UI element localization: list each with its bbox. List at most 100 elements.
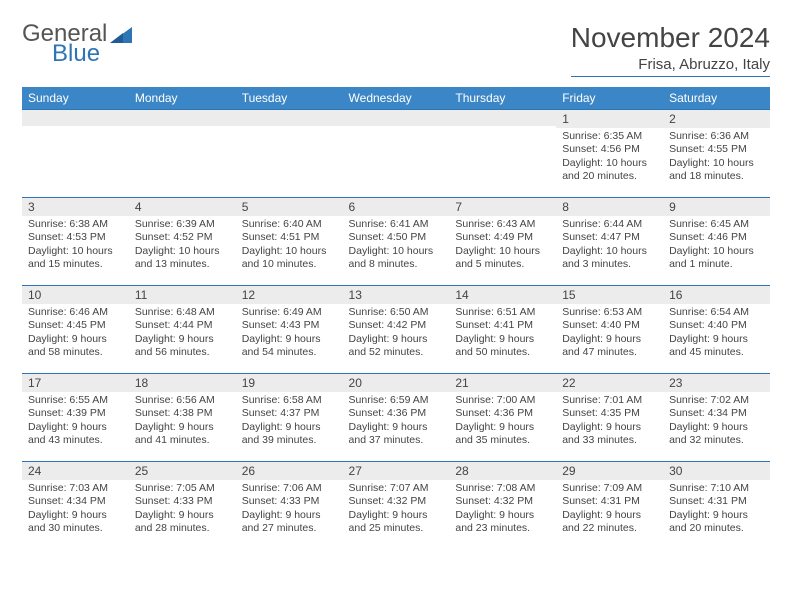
day-details: Sunrise: 6:55 AMSunset: 4:39 PMDaylight:… bbox=[22, 392, 129, 454]
calendar-cell: 25Sunrise: 7:05 AMSunset: 4:33 PMDayligh… bbox=[129, 462, 236, 550]
day-details: Sunrise: 7:07 AMSunset: 4:32 PMDaylight:… bbox=[343, 480, 450, 542]
day-number bbox=[129, 110, 236, 126]
day-number: 4 bbox=[129, 198, 236, 216]
calendar-cell: 12Sunrise: 6:49 AMSunset: 4:43 PMDayligh… bbox=[236, 286, 343, 374]
day-detail-line: and 3 minutes. bbox=[562, 258, 657, 271]
day-details bbox=[449, 126, 556, 134]
day-detail-line: Sunset: 4:31 PM bbox=[669, 495, 764, 508]
day-details: Sunrise: 7:10 AMSunset: 4:31 PMDaylight:… bbox=[663, 480, 770, 542]
page-title: November 2024 bbox=[571, 22, 770, 54]
day-number: 14 bbox=[449, 286, 556, 304]
day-details: Sunrise: 6:43 AMSunset: 4:49 PMDaylight:… bbox=[449, 216, 556, 278]
day-detail-line: and 39 minutes. bbox=[242, 434, 337, 447]
day-detail-line: Sunset: 4:47 PM bbox=[562, 231, 657, 244]
calendar-cell bbox=[449, 110, 556, 198]
day-detail-line: and 41 minutes. bbox=[135, 434, 230, 447]
day-number: 21 bbox=[449, 374, 556, 392]
calendar-cell: 27Sunrise: 7:07 AMSunset: 4:32 PMDayligh… bbox=[343, 462, 450, 550]
day-detail-line: Daylight: 10 hours bbox=[28, 245, 123, 258]
day-details: Sunrise: 7:06 AMSunset: 4:33 PMDaylight:… bbox=[236, 480, 343, 542]
day-details: Sunrise: 6:59 AMSunset: 4:36 PMDaylight:… bbox=[343, 392, 450, 454]
day-detail-line: Sunrise: 7:09 AM bbox=[562, 482, 657, 495]
page-subtitle: Frisa, Abruzzo, Italy bbox=[571, 56, 770, 77]
day-detail-line: Sunset: 4:52 PM bbox=[135, 231, 230, 244]
day-details: Sunrise: 7:03 AMSunset: 4:34 PMDaylight:… bbox=[22, 480, 129, 542]
day-detail-line: Daylight: 10 hours bbox=[562, 157, 657, 170]
calendar-cell: 15Sunrise: 6:53 AMSunset: 4:40 PMDayligh… bbox=[556, 286, 663, 374]
day-number: 27 bbox=[343, 462, 450, 480]
calendar-cell: 11Sunrise: 6:48 AMSunset: 4:44 PMDayligh… bbox=[129, 286, 236, 374]
day-detail-line: Daylight: 9 hours bbox=[135, 421, 230, 434]
calendar-cell: 13Sunrise: 6:50 AMSunset: 4:42 PMDayligh… bbox=[343, 286, 450, 374]
calendar-cell: 19Sunrise: 6:58 AMSunset: 4:37 PMDayligh… bbox=[236, 374, 343, 462]
day-detail-line: Sunset: 4:33 PM bbox=[135, 495, 230, 508]
day-detail-line: and 1 minute. bbox=[669, 258, 764, 271]
day-detail-line: Sunrise: 6:59 AM bbox=[349, 394, 444, 407]
day-number: 28 bbox=[449, 462, 556, 480]
day-detail-line: Sunrise: 6:58 AM bbox=[242, 394, 337, 407]
calendar-cell: 26Sunrise: 7:06 AMSunset: 4:33 PMDayligh… bbox=[236, 462, 343, 550]
day-detail-line: Sunset: 4:35 PM bbox=[562, 407, 657, 420]
day-detail-line: Daylight: 10 hours bbox=[349, 245, 444, 258]
day-detail-line: Sunset: 4:49 PM bbox=[455, 231, 550, 244]
day-detail-line: Sunrise: 6:36 AM bbox=[669, 130, 764, 143]
day-detail-line: and 5 minutes. bbox=[455, 258, 550, 271]
calendar-cell: 2 Sunrise: 6:36 AMSunset: 4:55 PMDaylight… bbox=[663, 110, 770, 198]
day-detail-line: Daylight: 9 hours bbox=[455, 333, 550, 346]
day-detail-line: Daylight: 9 hours bbox=[242, 509, 337, 522]
day-detail-line: Sunset: 4:45 PM bbox=[28, 319, 123, 332]
day-detail-line: Sunrise: 7:07 AM bbox=[349, 482, 444, 495]
day-detail-line: Sunrise: 7:06 AM bbox=[242, 482, 337, 495]
calendar-cell: 9Sunrise: 6:45 AMSunset: 4:46 PMDaylight… bbox=[663, 198, 770, 286]
calendar-cell: 1Sunrise: 6:35 AMSunset: 4:56 PMDaylight… bbox=[556, 110, 663, 198]
calendar-cell: 16Sunrise: 6:54 AMSunset: 4:40 PMDayligh… bbox=[663, 286, 770, 374]
day-detail-line: Sunset: 4:40 PM bbox=[562, 319, 657, 332]
day-number: 19 bbox=[236, 374, 343, 392]
calendar-week-row: 1Sunrise: 6:35 AMSunset: 4:56 PMDaylight… bbox=[22, 110, 770, 198]
day-detail-line: Sunrise: 7:05 AM bbox=[135, 482, 230, 495]
day-detail-line: Daylight: 9 hours bbox=[562, 421, 657, 434]
calendar-cell: 3Sunrise: 6:38 AMSunset: 4:53 PMDaylight… bbox=[22, 198, 129, 286]
day-detail-line: Daylight: 10 hours bbox=[669, 157, 764, 170]
day-detail-line: Sunset: 4:50 PM bbox=[349, 231, 444, 244]
day-detail-line: and 23 minutes. bbox=[455, 522, 550, 535]
day-detail-line: Sunset: 4:53 PM bbox=[28, 231, 123, 244]
calendar-cell: 17Sunrise: 6:55 AMSunset: 4:39 PMDayligh… bbox=[22, 374, 129, 462]
day-number: 2 bbox=[663, 110, 770, 128]
day-details: Sunrise: 7:08 AMSunset: 4:32 PMDaylight:… bbox=[449, 480, 556, 542]
day-detail-line: Sunrise: 6:48 AM bbox=[135, 306, 230, 319]
day-detail-line: Sunset: 4:55 PM bbox=[669, 143, 764, 156]
logo-triangle-icon bbox=[110, 24, 132, 48]
calendar-cell: 22Sunrise: 7:01 AMSunset: 4:35 PMDayligh… bbox=[556, 374, 663, 462]
day-details: Sunrise: 6:58 AMSunset: 4:37 PMDaylight:… bbox=[236, 392, 343, 454]
day-detail-line: and 20 minutes. bbox=[669, 522, 764, 535]
calendar-table: Sunday Monday Tuesday Wednesday Thursday… bbox=[22, 87, 770, 550]
day-number: 7 bbox=[449, 198, 556, 216]
weekday-header: Wednesday bbox=[343, 87, 450, 110]
day-detail-line: Sunrise: 6:41 AM bbox=[349, 218, 444, 231]
day-details bbox=[343, 126, 450, 134]
calendar-week-row: 3Sunrise: 6:38 AMSunset: 4:53 PMDaylight… bbox=[22, 198, 770, 286]
day-number: 3 bbox=[22, 198, 129, 216]
day-detail-line: Sunset: 4:56 PM bbox=[562, 143, 657, 156]
calendar-cell bbox=[129, 110, 236, 198]
calendar-cell: 5Sunrise: 6:40 AMSunset: 4:51 PMDaylight… bbox=[236, 198, 343, 286]
calendar-week-row: 24Sunrise: 7:03 AMSunset: 4:34 PMDayligh… bbox=[22, 462, 770, 550]
day-detail-line: Daylight: 9 hours bbox=[242, 333, 337, 346]
calendar-cell: 21Sunrise: 7:00 AMSunset: 4:36 PMDayligh… bbox=[449, 374, 556, 462]
calendar-cell: 28Sunrise: 7:08 AMSunset: 4:32 PMDayligh… bbox=[449, 462, 556, 550]
day-detail-line: Sunrise: 7:01 AM bbox=[562, 394, 657, 407]
calendar-week-row: 10Sunrise: 6:46 AMSunset: 4:45 PMDayligh… bbox=[22, 286, 770, 374]
calendar-cell: 14Sunrise: 6:51 AMSunset: 4:41 PMDayligh… bbox=[449, 286, 556, 374]
day-detail-line: Sunrise: 6:45 AM bbox=[669, 218, 764, 231]
weekday-header: Saturday bbox=[663, 87, 770, 110]
day-details: Sunrise: 6:44 AMSunset: 4:47 PMDaylight:… bbox=[556, 216, 663, 278]
calendar-cell: 4Sunrise: 6:39 AMSunset: 4:52 PMDaylight… bbox=[129, 198, 236, 286]
day-detail-line: Daylight: 9 hours bbox=[562, 509, 657, 522]
calendar-body: 1Sunrise: 6:35 AMSunset: 4:56 PMDaylight… bbox=[22, 110, 770, 550]
title-block: November 2024 Frisa, Abruzzo, Italy bbox=[571, 22, 770, 77]
day-details: Sunrise: 6:39 AMSunset: 4:52 PMDaylight:… bbox=[129, 216, 236, 278]
day-details: Sunrise: 7:05 AMSunset: 4:33 PMDaylight:… bbox=[129, 480, 236, 542]
day-detail-line: Sunset: 4:36 PM bbox=[455, 407, 550, 420]
day-detail-line: and 58 minutes. bbox=[28, 346, 123, 359]
